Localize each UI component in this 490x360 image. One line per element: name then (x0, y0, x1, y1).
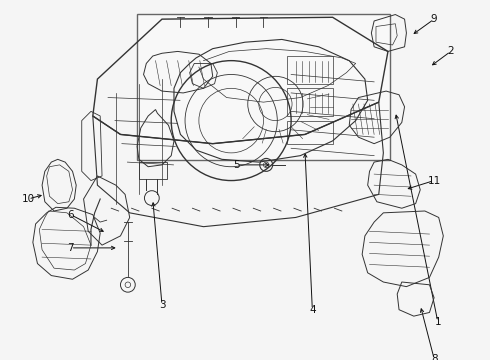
Text: 8: 8 (431, 354, 438, 360)
Text: 11: 11 (427, 176, 441, 185)
Text: 5: 5 (233, 160, 240, 170)
Text: 10: 10 (22, 194, 35, 204)
Bar (137, 14, 390, 160)
Text: 9: 9 (431, 14, 438, 24)
Bar (287, 56, 333, 84)
Text: 3: 3 (159, 300, 165, 310)
Bar (287, 88, 333, 116)
Text: 6: 6 (67, 210, 74, 220)
Text: 7: 7 (67, 243, 74, 253)
Text: 2: 2 (447, 46, 454, 57)
Bar (287, 121, 333, 144)
Text: 4: 4 (309, 305, 316, 315)
Text: 1: 1 (435, 317, 441, 327)
Bar (139, 162, 167, 179)
